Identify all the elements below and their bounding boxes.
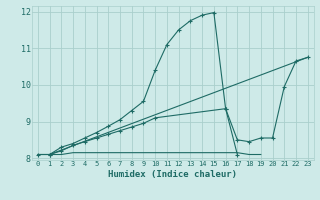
X-axis label: Humidex (Indice chaleur): Humidex (Indice chaleur) [108,170,237,179]
